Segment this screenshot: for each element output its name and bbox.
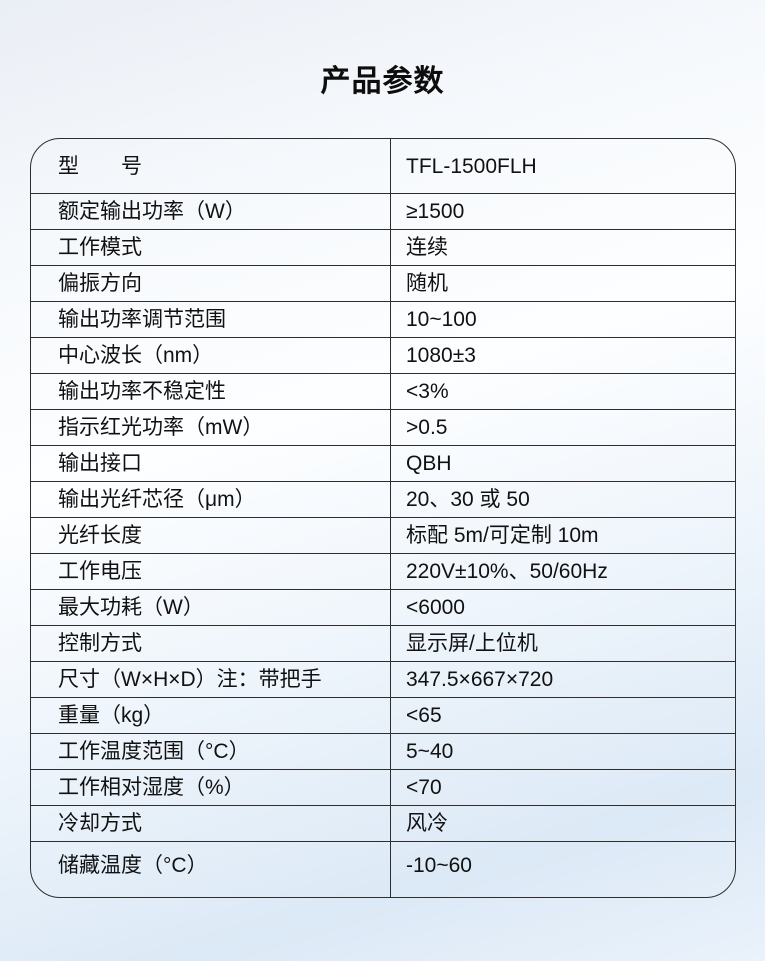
table-row: 输出接口 QBH — [31, 446, 735, 482]
table-row: 冷却方式 风冷 — [31, 806, 735, 842]
spec-label-cell: 工作模式 — [31, 230, 391, 265]
spec-label-cell: 输出功率调节范围 — [31, 302, 391, 337]
spec-value-cell: -10~60 — [406, 854, 472, 877]
table-row: 输出功率调节范围 10~100 — [31, 302, 735, 338]
spec-value-cell: <70 — [406, 776, 442, 799]
table-row: 型 号 TFL-1500FLH — [31, 139, 735, 194]
spec-label-cell: 控制方式 — [31, 626, 391, 661]
table-row: 偏振方向 随机 — [31, 266, 735, 302]
spec-label-cell: 输出接口 — [31, 446, 391, 481]
spec-label-cell: 指示红光功率（mW） — [31, 410, 391, 445]
spec-value-cell: 随机 — [406, 272, 448, 295]
spec-label-cell: 重量（kg） — [31, 698, 391, 733]
table-row: 光纤长度 标配 5m/可定制 10m — [31, 518, 735, 554]
table-row: 指示红光功率（mW） >0.5 — [31, 410, 735, 446]
spec-label-cell: 尺寸（W×H×D）注：带把手 — [31, 662, 391, 697]
spec-label-cell: 偏振方向 — [31, 266, 391, 301]
spec-label-cell: 工作温度范围（°C） — [31, 734, 391, 769]
spec-value-cell: 1080±3 — [406, 344, 476, 367]
table-row: 最大功耗（W） <6000 — [31, 590, 735, 626]
spec-table: 型 号 TFL-1500FLH 额定输出功率（W） ≥1500 工作模式 连续 … — [30, 138, 736, 898]
spec-value-cell: 220V±10%、50/60Hz — [406, 560, 608, 583]
spec-value-cell: 显示屏/上位机 — [406, 632, 538, 655]
table-row: 输出功率不稳定性 <3% — [31, 374, 735, 410]
spec-value-cell: 连续 — [406, 236, 448, 259]
spec-value-cell: 347.5×667×720 — [406, 668, 554, 691]
table-row: 储藏温度（°C） -10~60 — [31, 842, 735, 897]
table-row: 控制方式 显示屏/上位机 — [31, 626, 735, 662]
table-row: 额定输出功率（W） ≥1500 — [31, 194, 735, 230]
table-row: 工作模式 连续 — [31, 230, 735, 266]
table-row: 工作电压 220V±10%、50/60Hz — [31, 554, 735, 590]
spec-value-cell: TFL-1500FLH — [406, 154, 537, 178]
spec-label-cell: 中心波长（nm） — [31, 338, 391, 373]
table-row: 中心波长（nm） 1080±3 — [31, 338, 735, 374]
spec-label-cell: 储藏温度（°C） — [31, 842, 391, 897]
spec-value-cell: 20、30 或 50 — [406, 488, 530, 511]
spec-label-cell: 型 号 — [31, 139, 391, 193]
spec-label-cell: 最大功耗（W） — [31, 590, 391, 625]
spec-value-cell: <65 — [406, 704, 442, 727]
spec-value-cell: ≥1500 — [406, 200, 465, 223]
spec-value-cell: 标配 5m/可定制 10m — [406, 524, 599, 547]
spec-label-cell: 光纤长度 — [31, 518, 391, 553]
spec-value-cell: 10~100 — [406, 308, 477, 331]
spec-label-cell: 冷却方式 — [31, 806, 391, 841]
spec-label-cell: 工作相对湿度（%） — [31, 770, 391, 805]
spec-value-cell: <3% — [406, 380, 449, 403]
table-row: 尺寸（W×H×D）注：带把手 347.5×667×720 — [31, 662, 735, 698]
spec-value-cell: <6000 — [406, 596, 465, 619]
spec-label-cell: 额定输出功率（W） — [31, 194, 391, 229]
table-row: 工作相对湿度（%） <70 — [31, 770, 735, 806]
spec-label-cell: 工作电压 — [31, 554, 391, 589]
spec-value-cell: QBH — [406, 452, 452, 475]
spec-label-cell: 输出功率不稳定性 — [31, 374, 391, 409]
spec-value-cell: >0.5 — [406, 416, 448, 439]
spec-value-cell: 风冷 — [406, 812, 448, 835]
spec-label-cell: 输出光纤芯径（μm） — [31, 482, 391, 517]
table-row: 工作温度范围（°C） 5~40 — [31, 734, 735, 770]
page-title: 产品参数 — [320, 65, 445, 98]
spec-value-cell: 5~40 — [406, 740, 454, 763]
table-row: 输出光纤芯径（μm） 20、30 或 50 — [31, 482, 735, 518]
table-row: 重量（kg） <65 — [31, 698, 735, 734]
